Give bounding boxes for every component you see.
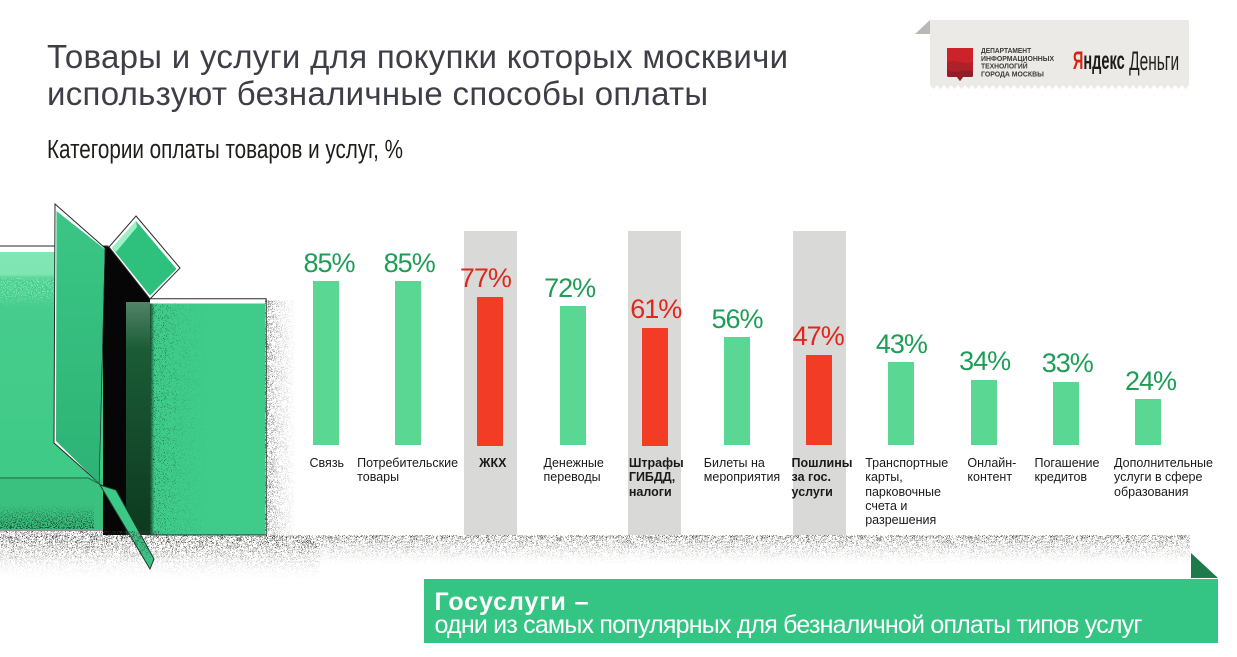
svg-text:Яндекс: Яндекс: [1073, 48, 1125, 75]
svg-text:Деньги: Деньги: [1129, 45, 1179, 76]
svg-text:ИНФОРМАЦИОННЫХ: ИНФОРМАЦИОННЫХ: [981, 56, 1054, 63]
svg-text:ТЕХНОЛОГИЙ: ТЕХНОЛОГИЙ: [981, 61, 1028, 70]
svg-text:ДЕПАРТАМЕНТ: ДЕПАРТАМЕНТ: [981, 48, 1032, 55]
svg-text:ГОРОДА МОСКВЫ: ГОРОДА МОСКВЫ: [981, 71, 1044, 78]
